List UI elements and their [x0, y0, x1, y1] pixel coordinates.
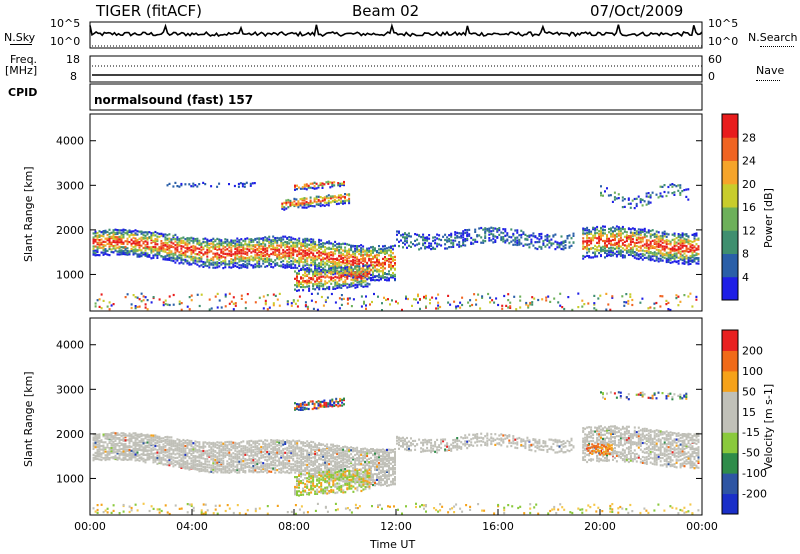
velocity-xticks: 00:00 04:00 08:00 12:00 16:00 20:00 00:00 [74, 509, 718, 533]
x-tick-label-2: 08:00 [278, 520, 310, 533]
date-title: 07/Oct/2009 [590, 2, 684, 20]
power-yticks: 1000 2000 3000 4000 [56, 135, 702, 281]
vel-colorbar-tick-1: 100 [742, 365, 763, 378]
nsky-legend-line [10, 44, 32, 45]
nave-legend-line [756, 80, 780, 81]
power-yticks-label-3: 4000 [56, 135, 84, 148]
x-tick-label-3: 12:00 [380, 520, 412, 533]
power-colorbar-tick-6: 28 [742, 131, 756, 144]
noise-right-tick-high: 10^5 [708, 17, 739, 30]
vel-colorbar-tick-4: -15 [742, 426, 760, 439]
x-tick-label-0: 00:00 [74, 520, 106, 533]
freq-left-tick-high: 18 [66, 53, 80, 66]
cpid-value: normalsound (fast) 157 [94, 93, 254, 107]
vel-yticks-label-1: 2000 [56, 428, 84, 441]
velocity-colorbar: 200 100 50 15 -15 -50 -100 -200 [721, 329, 767, 515]
noise-left-tick-low: 10^0 [50, 35, 81, 48]
vel-yticks-label-2: 3000 [56, 383, 84, 396]
cpid-panel [89, 83, 703, 111]
x-tick-label-6: 00:00 [686, 520, 718, 533]
power-yticks-label-0: 1000 [56, 268, 84, 281]
power-colorbar-tick-2: 12 [742, 224, 756, 237]
power-yticks-label-2: 3000 [56, 179, 84, 192]
power-colorbar-tick-0: 4 [742, 271, 749, 284]
noise-right-tick-low: 10^0 [708, 35, 739, 48]
power-colorbar-tick-4: 20 [742, 178, 756, 191]
power-colorbar-tick-5: 24 [742, 155, 756, 168]
velocity-colorbar-label: Velocity [m s-1] [762, 383, 775, 470]
freq-unit-label: [MHz] [5, 64, 38, 77]
radar-title: TIGER (fitACF) [96, 2, 203, 20]
nsearch-legend-line [760, 46, 794, 47]
nave-label: Nave [756, 64, 785, 77]
x-tick-label-1: 04:00 [176, 520, 208, 533]
velocity-ylabel: Slant Range [km] [22, 371, 35, 467]
power-frame [89, 113, 703, 312]
power-cells [92, 180, 700, 312]
power-yticks-label-1: 2000 [56, 224, 84, 237]
vel-colorbar-tick-6: -100 [742, 467, 767, 480]
vel-colorbar-tick-3: 15 [742, 406, 756, 419]
beam-title: Beam 02 [352, 2, 420, 20]
x-tick-label-4: 16:00 [482, 520, 514, 533]
nsearch-label: N.Search [748, 31, 798, 44]
noise-panel [89, 21, 703, 49]
freq-right-tick-high: 60 [708, 53, 722, 66]
velocity-cells [92, 391, 700, 516]
freq-label: Freq. [10, 53, 38, 66]
velocity-panel: 1000 2000 3000 4000 00:00 04:00 08:00 12:00 16:… [56, 317, 718, 533]
freq-panel [89, 55, 703, 83]
cpid-label: CPID [8, 86, 38, 99]
vel-colorbar-tick-2: 50 [742, 385, 756, 398]
vel-colorbar-tick-0: 200 [742, 344, 763, 357]
noise-left-tick-high: 10^5 [50, 17, 81, 30]
vel-colorbar-tick-5: -50 [742, 447, 760, 460]
velocity-frame [89, 317, 703, 516]
noise-sky-line [89, 23, 703, 38]
x-axis-label: Time UT [370, 538, 416, 551]
power-colorbar-tick-3: 16 [742, 201, 756, 214]
power-colorbar: 4 8 12 16 20 24 28 [721, 113, 756, 301]
velocity-yticks: 1000 2000 3000 4000 [56, 339, 702, 485]
nsky-label: N.Sky [4, 31, 36, 44]
power-colorbar-tick-1: 8 [742, 248, 749, 261]
x-tick-label-5: 20:00 [584, 520, 616, 533]
vel-yticks-label-3: 4000 [56, 339, 84, 352]
power-panel: 1000 2000 3000 4000 [56, 113, 703, 312]
power-ylabel: Slant Range [km] [22, 166, 35, 262]
power-colorbar-label: Power [dB] [762, 188, 775, 248]
freq-left-tick-low: 8 [70, 70, 77, 83]
vel-colorbar-tick-7: -200 [742, 488, 767, 501]
noise-trace [89, 23, 703, 47]
freq-trace [92, 65, 702, 76]
freq-right-tick-low: 0 [708, 70, 715, 83]
vel-yticks-label-0: 1000 [56, 472, 84, 485]
